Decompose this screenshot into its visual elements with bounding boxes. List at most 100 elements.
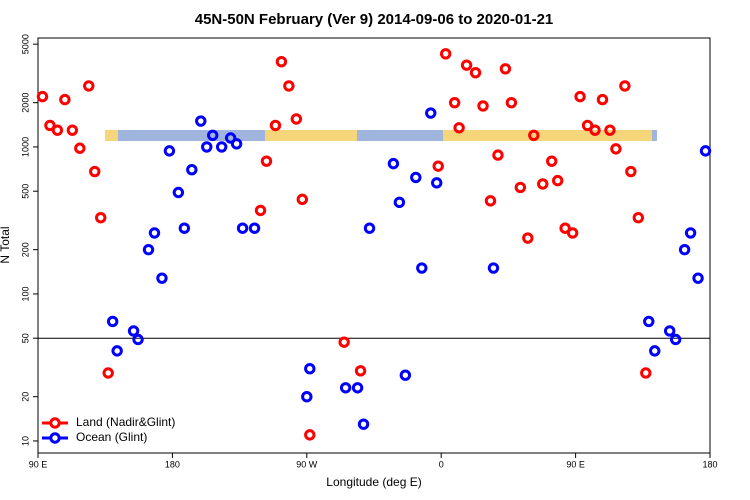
- point: [357, 418, 370, 430]
- point: [290, 113, 303, 125]
- point: [663, 325, 676, 337]
- point: [236, 222, 249, 234]
- point: [699, 145, 712, 157]
- point: [304, 363, 316, 375]
- point: [522, 232, 534, 244]
- point: [528, 129, 540, 141]
- y-tick-label: 50: [20, 333, 30, 343]
- x-tick-label: 180: [702, 459, 717, 469]
- point: [339, 382, 352, 394]
- point: [148, 227, 161, 239]
- point: [581, 119, 594, 132]
- point: [425, 107, 437, 119]
- point: [195, 115, 207, 127]
- point: [230, 138, 243, 150]
- point: [619, 80, 631, 92]
- point: [83, 80, 95, 92]
- point: [351, 382, 364, 394]
- x-tick-label: 90 E: [566, 459, 585, 469]
- y-tick-label: 100: [20, 286, 30, 301]
- x-tick-label: 90 E: [29, 459, 48, 469]
- point: [610, 143, 622, 155]
- point: [127, 325, 140, 337]
- x-tick-label: 0: [439, 459, 444, 469]
- point: [304, 429, 316, 441]
- point: [132, 333, 144, 346]
- plot-frame: [37, 37, 711, 454]
- point: [448, 96, 461, 109]
- point: [201, 141, 213, 153]
- point: [559, 222, 571, 234]
- point: [269, 119, 282, 132]
- legend-label: Land (Nadir&Glint): [76, 415, 175, 429]
- point: [399, 369, 412, 381]
- point: [296, 193, 309, 206]
- point: [632, 212, 645, 224]
- point: [338, 336, 350, 348]
- point: [44, 119, 56, 132]
- point: [102, 367, 114, 379]
- point: [477, 100, 489, 112]
- point: [684, 227, 697, 239]
- point: [95, 212, 107, 224]
- point: [283, 80, 295, 92]
- legend-label: Ocean (Glint): [76, 430, 147, 444]
- point: [111, 345, 123, 357]
- point: [640, 367, 652, 379]
- point: [156, 272, 168, 284]
- point: [260, 155, 273, 167]
- y-tick-label: 5000: [20, 34, 30, 54]
- point: [566, 227, 579, 239]
- point: [387, 157, 400, 170]
- point: [484, 195, 497, 207]
- legend-marker: [49, 417, 61, 429]
- point: [499, 63, 512, 75]
- point: [692, 272, 704, 284]
- point: [460, 59, 473, 71]
- point: [416, 262, 428, 274]
- point: [36, 90, 49, 103]
- point: [505, 96, 518, 109]
- point: [431, 177, 443, 189]
- point: [275, 55, 288, 68]
- point: [207, 129, 219, 141]
- y-tick-label: 2000: [20, 93, 30, 113]
- surface-strip: [105, 130, 657, 141]
- point: [625, 165, 637, 178]
- x-tick-label: 90 W: [296, 459, 318, 469]
- point: [669, 333, 682, 346]
- point: [546, 155, 558, 167]
- x-tick-label: 180: [165, 459, 180, 469]
- point: [224, 132, 237, 144]
- point: [439, 48, 452, 60]
- point: [514, 181, 527, 194]
- point: [248, 222, 261, 234]
- y-tick-label: 10: [20, 436, 30, 446]
- point: [354, 365, 367, 377]
- point: [574, 90, 586, 103]
- y-tick-label: 200: [20, 242, 30, 257]
- point: [106, 315, 119, 328]
- point: [142, 243, 155, 256]
- point: [487, 262, 500, 274]
- legend-marker: [49, 432, 61, 444]
- point: [604, 124, 616, 136]
- point: [393, 196, 406, 209]
- point: [186, 164, 198, 176]
- point: [51, 124, 64, 136]
- point: [66, 124, 79, 136]
- point: [172, 186, 185, 199]
- point: [551, 174, 564, 187]
- point: [537, 178, 549, 190]
- point: [596, 93, 609, 106]
- x-axis-label: Longitude (deg E): [326, 475, 421, 489]
- point: [301, 390, 313, 403]
- y-tick-label: 20: [20, 392, 30, 402]
- point: [59, 93, 71, 106]
- point: [74, 142, 86, 154]
- point: [254, 204, 267, 217]
- y-axis-label: N Total: [0, 226, 12, 263]
- point: [643, 315, 655, 328]
- point: [178, 222, 191, 234]
- point: [649, 345, 661, 357]
